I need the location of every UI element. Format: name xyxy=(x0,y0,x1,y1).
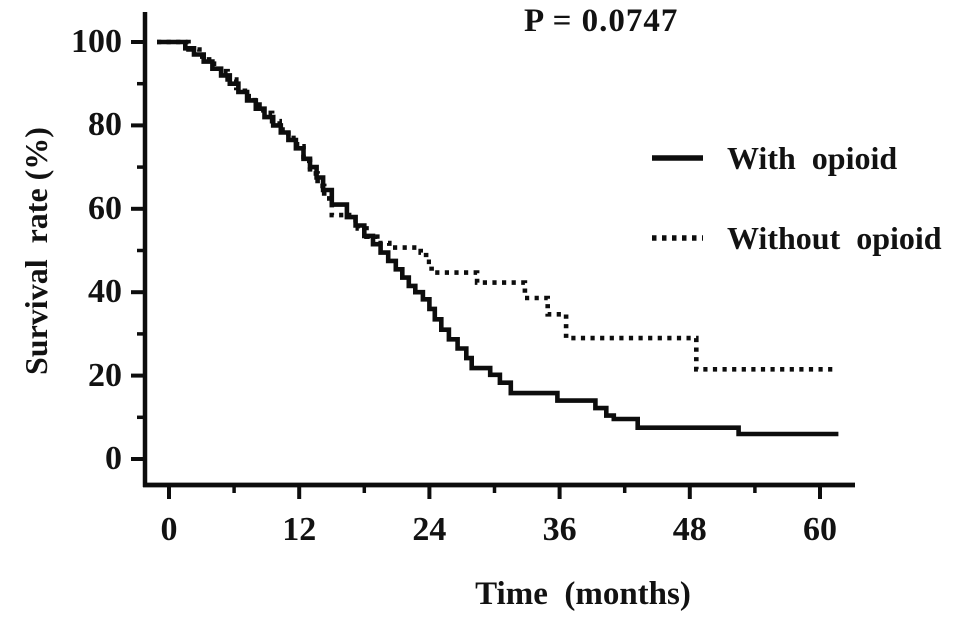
legend-label-without-opioid: Without opioid xyxy=(727,219,942,256)
p-value-annotation: P = 0.0747 xyxy=(524,3,679,39)
x-axis-title: Time (months) xyxy=(475,576,691,612)
x-tick-label: 24 xyxy=(412,511,447,548)
x-tick-label: 60 xyxy=(803,511,837,548)
y-tick-label: 20 xyxy=(88,356,122,394)
legend-label-with-opioid: With opioid xyxy=(727,139,898,176)
series-curves xyxy=(157,39,839,437)
y-tick-label: 80 xyxy=(88,106,122,144)
legend-item-without-opioid: Without opioid xyxy=(651,219,942,257)
axis-ticks xyxy=(131,40,822,499)
legend-item-with-opioid: With opioid xyxy=(651,139,897,177)
x-tick-label: 48 xyxy=(672,511,707,548)
y-tick-label: 60 xyxy=(88,189,122,227)
y-tick-label: 100 xyxy=(71,23,122,60)
x-tick-label: 36 xyxy=(542,511,577,548)
y-tick-label: 0 xyxy=(105,440,122,477)
dotted-line-swatch-icon xyxy=(652,235,703,241)
x-tick-label: 0 xyxy=(160,511,178,548)
solid-line-swatch-icon xyxy=(652,155,703,161)
y-tick-label: 40 xyxy=(88,273,122,311)
x-tick-label: 12 xyxy=(282,511,317,548)
without-opioid-curve xyxy=(157,39,837,372)
